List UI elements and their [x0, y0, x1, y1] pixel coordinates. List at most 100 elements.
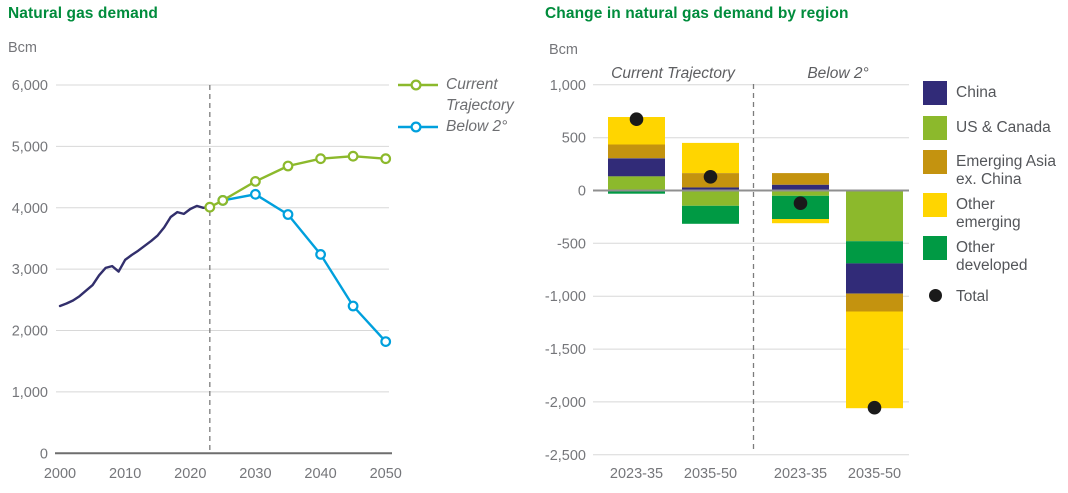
x-tick-label: 2010: [109, 466, 141, 482]
group-label-below-2: Below 2°: [807, 65, 868, 82]
bar-segment-emerging-asia-ex-china: [608, 144, 665, 159]
bar-segment-emerging-asia-ex-china: [846, 293, 903, 312]
y-tick-label: -2,000: [545, 395, 586, 411]
legend-swatch-other-developed-icon: [923, 236, 947, 260]
series-marker-current-trajectory: [204, 201, 216, 213]
series-marker-current-trajectory: [249, 175, 261, 187]
bar-category-label: 2035-50: [684, 466, 737, 482]
legend-label: US & Canada: [956, 116, 1066, 137]
legend-item-other-emerging: Other emerging: [923, 193, 1066, 231]
legend-swatch-other-emerging-icon: [923, 193, 947, 217]
legend-label: Current Trajectory: [446, 74, 546, 116]
bar-segment-us-canada: [846, 190, 903, 242]
right-chart-change-by-region: Change in natural gas demand by region B…: [534, 0, 1068, 493]
legend-item-china: China: [923, 81, 1066, 105]
legend-marker-current-trajectory-icon: [397, 78, 439, 96]
left-chart-plot-area: 6,000 5,000 4,000 3,000 2,000 1,000 0 2000 2010 2…: [12, 78, 402, 482]
legend-label-line: US & Canada: [956, 119, 1051, 136]
left-chart-unit-label: Bcm: [8, 40, 37, 56]
series-marker-current-trajectory: [315, 153, 327, 165]
group-label-current-trajectory: Current Trajectory: [611, 65, 736, 82]
legend-label-line: China: [956, 84, 997, 101]
series-line-current-trajectory: [208, 154, 387, 209]
legend-label: Below 2°: [446, 116, 546, 137]
bar-category-label: 2023-35: [774, 466, 827, 482]
series-marker-below-2: [282, 209, 294, 220]
bar-segment-china: [772, 184, 829, 191]
y-tick-label: 1,000: [550, 78, 586, 94]
x-tick-label: 2050: [370, 466, 402, 482]
bar-segment-us-canada: [772, 190, 829, 196]
total-dot: [793, 196, 808, 210]
legend-label-line: Below 2°: [446, 118, 508, 135]
bar-segment-other-emerging: [846, 311, 903, 409]
legend-swatch-china-icon: [923, 81, 947, 105]
bar-segment-china: [682, 187, 739, 191]
y-tick-label: 1,000: [12, 385, 48, 401]
legend-label-line: emerging: [956, 213, 1021, 231]
series-marker-current-trajectory: [282, 160, 294, 172]
legend-swatch-emerging-asia-ex-china-icon: [923, 150, 947, 174]
legend-marker-below-2-icon: [397, 120, 439, 138]
legend-item-total: Total: [923, 285, 1066, 306]
bar-segment-other-emerging: [772, 219, 829, 224]
x-tick-label: 2000: [44, 466, 76, 482]
bar-segment-other-emerging: [682, 142, 739, 173]
legend-label-line: Total: [956, 288, 989, 305]
series-marker-below-2: [315, 248, 327, 260]
legend-label: China: [956, 81, 1066, 102]
y-tick-label: 4,000: [12, 201, 48, 217]
legend-label-line: Other: [956, 196, 995, 213]
y-tick-label: 3,000: [12, 262, 48, 278]
bar-segment-us-canada: [608, 176, 665, 191]
legend-label: Other developed: [956, 236, 1066, 274]
legend-item-current-trajectory: Current Trajectory: [397, 74, 546, 116]
bar-segment-emerging-asia-ex-china: [772, 173, 829, 185]
bar-category-label: 2035-50: [848, 466, 901, 482]
bar-category-label: 2023-35: [610, 466, 663, 482]
y-tick-label: -1,500: [545, 342, 586, 358]
series-marker-current-trajectory: [347, 150, 359, 162]
legend-label-line: Emerging Asia: [956, 153, 1056, 170]
series-marker-current-trajectory: [380, 153, 392, 165]
legend-item-other-developed: Other developed: [923, 236, 1066, 274]
legend-label-line: ex. China: [956, 170, 1022, 188]
total-dot: [703, 170, 718, 184]
right-chart-plot-area: 1,000 500 0 -500 -1,000 -1,500 -2,000 -2,500 Cur…: [545, 65, 909, 482]
bar-segment-other-developed: [846, 241, 903, 264]
y-tick-label: 2,000: [12, 324, 48, 340]
y-tick-label: -2,500: [545, 448, 586, 464]
bar-segment-us-canada: [682, 190, 739, 206]
legend-label: Total: [956, 285, 1066, 306]
legend-total-dot-icon: [929, 289, 942, 302]
series-marker-below-2: [347, 300, 359, 312]
y-tick-label: -500: [557, 236, 586, 252]
legend-label: Other emerging: [956, 193, 1066, 231]
x-tick-label: 2020: [174, 466, 206, 482]
series-marker-below-2: [380, 336, 392, 348]
bar-segment-china: [846, 263, 903, 294]
left-chart-demand-lines: Natural gas demand Bcm 6,000 5,000 4,000 3,…: [8, 5, 514, 482]
bar-segment-other-developed: [608, 190, 665, 194]
x-tick-label: 2040: [304, 466, 336, 482]
legend-item-below-2: Below 2°: [397, 116, 546, 138]
legend-label-line: Trajectory: [446, 97, 514, 114]
y-tick-label: 6,000: [12, 78, 48, 94]
right-chart-unit-label: Bcm: [549, 42, 578, 58]
total-dot: [867, 400, 882, 415]
series-line-history: [58, 204, 212, 308]
x-tick-label: 2030: [239, 466, 271, 482]
series-marker-current-trajectory: [217, 194, 229, 206]
y-tick-label: 500: [562, 131, 586, 147]
legend-label: Emerging Asia ex. China: [956, 150, 1066, 188]
legend-item-emerging-asia-ex-china: Emerging Asia ex. China: [923, 150, 1066, 188]
bar-segment-other-developed: [682, 205, 739, 224]
legend-label-line: Other: [956, 239, 995, 256]
total-dot: [629, 112, 644, 126]
left-chart-title: Natural gas demand: [8, 5, 158, 22]
legend-label-line: Current: [446, 76, 498, 93]
legend-swatch-us-canada-icon: [923, 116, 947, 140]
right-chart-title: Change in natural gas demand by region: [545, 5, 849, 22]
y-tick-label: 0: [40, 446, 48, 462]
